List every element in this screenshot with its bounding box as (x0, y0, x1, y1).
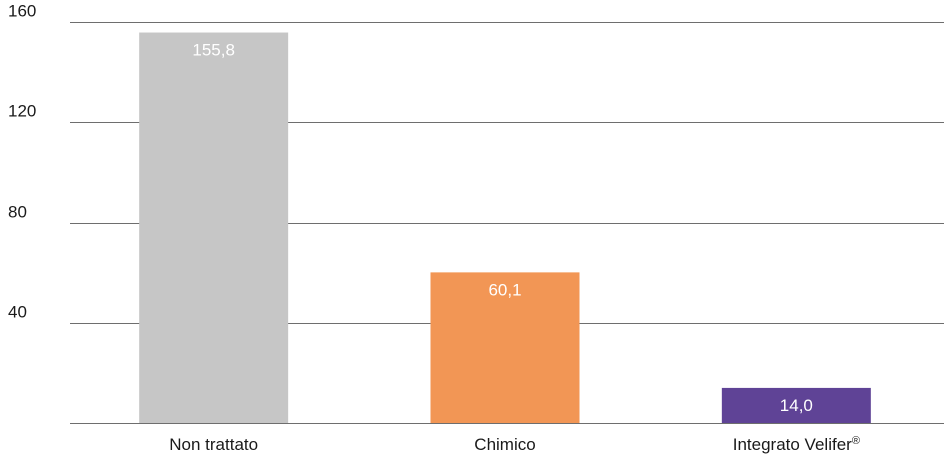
y-tick-label-80: 80 (8, 203, 27, 222)
bars-layer (139, 32, 871, 424)
bar-value-label-1: 155,8 (192, 41, 235, 60)
x-category-label-2: Chimico (474, 435, 535, 454)
bar-1 (139, 32, 289, 424)
bar-3 (721, 387, 871, 423)
x-category-label-3: Integrato Velifer® (733, 435, 860, 454)
y-tick-label-40: 40 (8, 303, 27, 322)
y-tick-label-120: 120 (8, 102, 36, 121)
y-tick-label-160: 160 (8, 2, 36, 21)
labels-layer: 155,8 Non trattato 60,1 Chimico 14,0 Integrat… (169, 41, 860, 454)
bar-value-label-2: 60,1 (488, 280, 521, 299)
bar-2 (430, 272, 580, 423)
bar-value-label-3: 14,0 (780, 396, 813, 415)
x-category-label-1: Non trattato (169, 435, 258, 454)
